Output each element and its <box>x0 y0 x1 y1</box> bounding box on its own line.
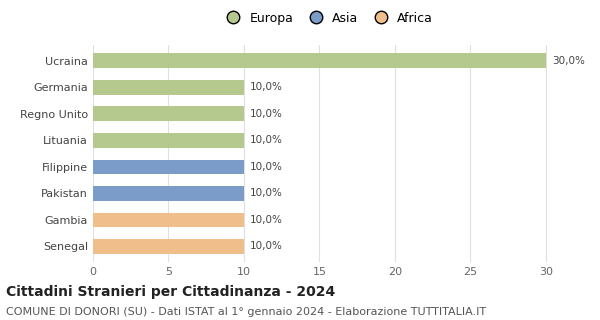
Text: 30,0%: 30,0% <box>552 56 585 66</box>
Text: 10,0%: 10,0% <box>250 135 283 145</box>
Bar <box>93 53 546 68</box>
Text: 10,0%: 10,0% <box>250 162 283 172</box>
Bar <box>93 80 244 94</box>
Text: Cittadini Stranieri per Cittadinanza - 2024: Cittadini Stranieri per Cittadinanza - 2… <box>6 285 335 299</box>
Bar <box>93 213 244 227</box>
Text: 10,0%: 10,0% <box>250 242 283 252</box>
Bar <box>93 186 244 201</box>
Legend: Europa, Asia, Africa: Europa, Asia, Africa <box>216 7 438 30</box>
Bar <box>93 239 244 254</box>
Bar <box>93 107 244 121</box>
Text: 10,0%: 10,0% <box>250 109 283 119</box>
Bar <box>93 133 244 148</box>
Text: 10,0%: 10,0% <box>250 188 283 198</box>
Text: COMUNE DI DONORI (SU) - Dati ISTAT al 1° gennaio 2024 - Elaborazione TUTTITALIA.: COMUNE DI DONORI (SU) - Dati ISTAT al 1°… <box>6 307 486 317</box>
Text: 10,0%: 10,0% <box>250 82 283 92</box>
Bar <box>93 160 244 174</box>
Text: 10,0%: 10,0% <box>250 215 283 225</box>
